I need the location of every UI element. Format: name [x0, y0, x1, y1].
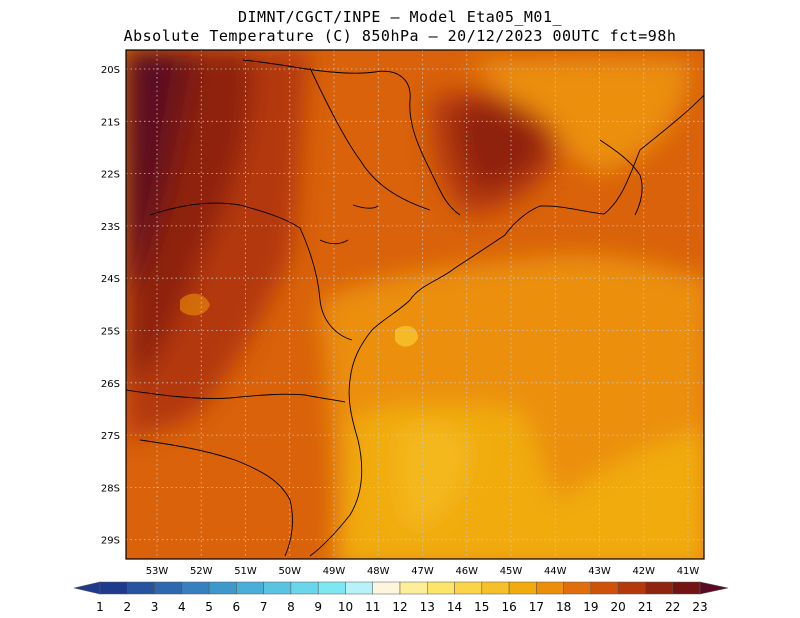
- colorbar-label: 9: [314, 600, 322, 614]
- colorbar-swatch: [645, 581, 673, 595]
- lon-label: 52W: [190, 566, 213, 577]
- lon-label: 42W: [632, 566, 655, 577]
- lat-label: 22S: [101, 170, 120, 181]
- colorbar-label: 17: [529, 600, 544, 614]
- colorbar-label: 3: [151, 600, 159, 614]
- lon-label: 47W: [411, 566, 434, 577]
- lon-label: 46W: [455, 566, 478, 577]
- colorbar-swatch: [481, 581, 510, 595]
- colorbar-swatch: [427, 581, 455, 595]
- colorbar-label: 1: [96, 600, 104, 614]
- colorbar-label: 2: [123, 600, 131, 614]
- colorbar-swatch: [590, 581, 619, 595]
- colorbar-label: 18: [556, 600, 571, 614]
- colorbar-label: 21: [638, 600, 653, 614]
- colorbar-swatch: [263, 581, 292, 595]
- colorbar-swatch: [399, 581, 428, 595]
- colorbar-swatch: [317, 581, 346, 595]
- colorbar-arrow-low: [73, 581, 101, 595]
- longitude-labels: 53W 52W 51W 50W 49W 48W 47W 46W 45W 44W 43W 42W 41W: [146, 566, 700, 577]
- colorbar-label: 8: [287, 600, 295, 614]
- lon-label: 53W: [146, 566, 169, 577]
- lon-label: 50W: [278, 566, 301, 577]
- colorbar-swatch: [454, 581, 483, 595]
- colorbar-swatch: [345, 581, 373, 595]
- colorbar-label: 10: [338, 600, 353, 614]
- colorbar-arrow-high: [699, 581, 729, 595]
- lon-label: 49W: [323, 566, 346, 577]
- lon-label: 43W: [588, 566, 611, 577]
- colorbar-label: 19: [583, 600, 598, 614]
- lat-label: 23S: [101, 222, 120, 233]
- lat-label: 29S: [101, 536, 120, 547]
- colorbar-swatch: [563, 581, 592, 595]
- map-frame: [125, 49, 705, 560]
- colorbar-swatch: [127, 581, 155, 595]
- colorbar-label: 23: [692, 600, 707, 614]
- colorbar-swatch: [672, 581, 701, 595]
- colorbar-swatch: [99, 581, 128, 595]
- title-line-2: Absolute Temperature (C) 850hPa — 20/12/…: [123, 27, 677, 45]
- colorbar-label: 11: [365, 600, 380, 614]
- colorbar-label: 14: [447, 600, 462, 614]
- colorbar-swatch: [208, 581, 237, 595]
- colorbar-swatch: [236, 581, 264, 595]
- lat-label: 21S: [101, 117, 120, 128]
- colorbar-label: 12: [392, 600, 407, 614]
- lat-label: 25S: [101, 327, 120, 338]
- colorbar-swatch: [181, 581, 210, 595]
- title-line-1: DIMNT/CGCT/INPE — Model Eta05_M01_: [237, 8, 563, 26]
- colorbar-swatch: [508, 581, 537, 595]
- colorbar-label: 6: [233, 600, 241, 614]
- colorbar-swatch: [372, 581, 401, 595]
- colorbar-swatch: [536, 581, 564, 595]
- colorbar-swatch: [290, 581, 319, 595]
- colorbar-label: 20: [611, 600, 626, 614]
- lon-label: 41W: [677, 566, 700, 577]
- colorbar-swatch: [617, 581, 646, 595]
- colorbar: 1 2 3 4 5 6 7 8 9 10 11 12 13 14 15 16 17 18 19 20 21 22 23: [73, 581, 729, 614]
- temperature-field: [126, 50, 704, 559]
- boundaries: [126, 59, 704, 557]
- colorbar-swatch: [154, 581, 183, 595]
- lat-label: 27S: [101, 431, 120, 442]
- latitude-labels: 20S 21S 22S 23S 24S 25S 26S 27S 28S 29S: [101, 65, 120, 547]
- lon-label: 44W: [544, 566, 567, 577]
- lon-label: 51W: [234, 566, 257, 577]
- colorbar-label: 13: [420, 600, 435, 614]
- lat-label: 24S: [101, 274, 120, 285]
- colorbar-label: 15: [474, 600, 489, 614]
- colorbar-label: 22: [665, 600, 680, 614]
- colorbar-label: 7: [260, 600, 268, 614]
- lat-label: 28S: [101, 483, 120, 494]
- colorbar-label: 5: [205, 600, 213, 614]
- lat-label: 26S: [101, 379, 120, 390]
- lon-label: 45W: [500, 566, 523, 577]
- colorbar-label: 4: [178, 600, 186, 614]
- lat-label: 20S: [101, 65, 120, 76]
- grid-lines: [126, 50, 704, 559]
- colorbar-label: 16: [501, 600, 516, 614]
- lon-label: 48W: [367, 566, 390, 577]
